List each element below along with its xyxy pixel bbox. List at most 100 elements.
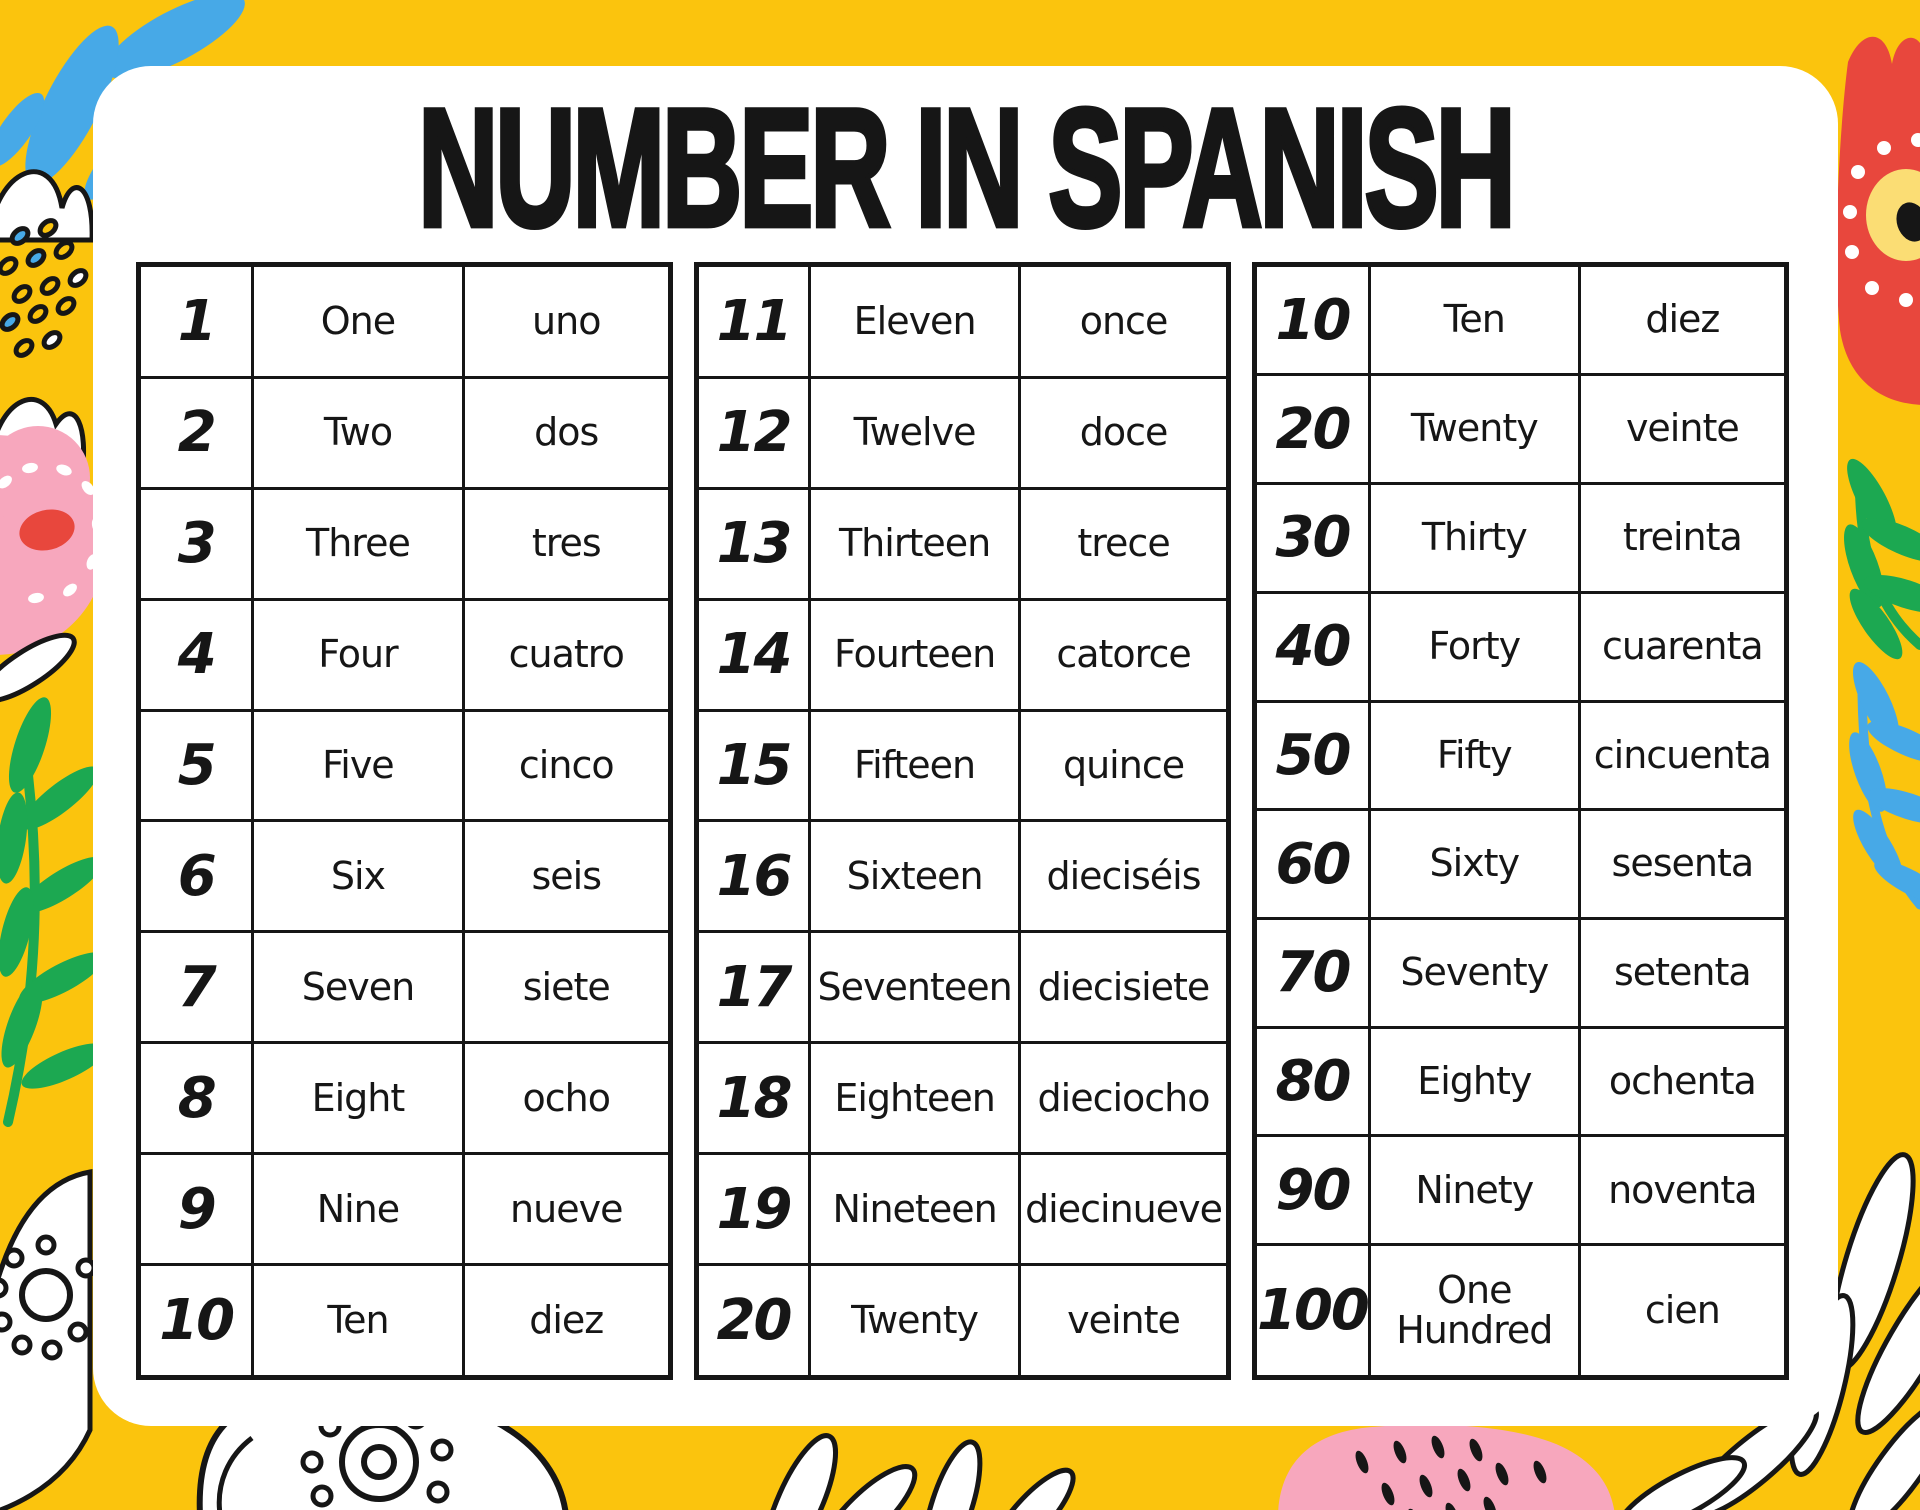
spanish-word-cell: dieciocho	[1018, 1041, 1230, 1156]
spanish-word-cell: sesenta	[1577, 808, 1789, 920]
english-word-cell: One	[251, 263, 465, 379]
table-row: 80 Eighty ochenta	[1253, 1025, 1789, 1138]
table-row: 90 Ninety noventa	[1253, 1134, 1789, 1247]
english-word-cell: Thirty	[1367, 482, 1581, 594]
numeral-cell: 18	[694, 1041, 812, 1156]
green-leaves-bottomleft-icon	[0, 697, 107, 1127]
spanish-word-cell: cuarenta	[1577, 590, 1789, 703]
numeral-cell: 90	[1253, 1134, 1371, 1247]
numeral-cell: 8	[136, 1041, 255, 1156]
english-word-cell: Fourteen	[808, 597, 1022, 712]
table-row: 19 Nineteen diecinueve	[694, 1152, 1230, 1267]
spanish-word-cell: trece	[1018, 486, 1230, 601]
table-row: 15 Fifteen quince	[694, 708, 1230, 823]
numeral-cell: 6	[136, 819, 255, 934]
white-flower-topleft-icon	[0, 169, 95, 243]
numeral-cell: 13	[694, 486, 812, 601]
english-word-cell: Twelve	[808, 375, 1022, 490]
english-word-cell: Fifteen	[808, 708, 1022, 823]
numbers-table-tens: 10 Ten diez 20 Twenty veinte 30 Thirty treinta 40…	[1252, 262, 1789, 1380]
numeral-cell: 12	[694, 375, 812, 490]
english-word-cell: Two	[251, 375, 465, 490]
english-word-cell: Six	[251, 819, 465, 934]
spanish-word-cell: cinco	[461, 708, 672, 823]
numeral-cell: 70	[1253, 917, 1371, 1029]
white-sunflower-left-icon	[0, 1169, 97, 1510]
table-row: 40 Forty cuarenta	[1253, 590, 1789, 703]
table-row: 2 Two dos	[136, 375, 672, 490]
english-word-cell: Five	[251, 708, 465, 823]
numeral-cell: 30	[1253, 482, 1371, 594]
spanish-word-cell: uno	[461, 263, 672, 379]
table-row: 70 Seventy setenta	[1253, 917, 1789, 1029]
numeral-cell: 17	[694, 930, 812, 1045]
english-word-cell: Three	[251, 486, 465, 601]
numeral-cell: 10	[136, 1263, 255, 1379]
numeral-cell: 100	[1253, 1243, 1371, 1379]
table-row: 50 Fifty cincuenta	[1253, 699, 1789, 812]
english-word-cell: Fifty	[1367, 699, 1581, 812]
spanish-word-cell: dieciséis	[1018, 819, 1230, 934]
numeral-cell: 2	[136, 375, 255, 490]
english-word-cell: Sixteen	[808, 819, 1022, 934]
table-row: 20 Twenty veinte	[694, 1263, 1230, 1379]
english-word-cell: Nine	[251, 1152, 465, 1267]
spanish-word-cell: once	[1018, 263, 1230, 379]
spanish-word-cell: ocho	[461, 1041, 672, 1156]
english-word-cell: Twenty	[1367, 373, 1581, 486]
table-row: 8 Eight ocho	[136, 1041, 672, 1156]
spanish-word-cell: treinta	[1577, 482, 1789, 594]
english-word-cell: Seventy	[1367, 917, 1581, 1029]
numeral-cell: 5	[136, 708, 255, 823]
numeral-cell: 19	[694, 1152, 812, 1267]
blue-branch-right-icon	[1849, 661, 1920, 910]
spanish-word-cell: siete	[461, 930, 672, 1045]
spanish-word-cell: cien	[1577, 1243, 1789, 1379]
numeral-cell: 50	[1253, 699, 1371, 812]
seed-dots-topleft-icon	[0, 218, 89, 358]
table-row: 3 Three tres	[136, 486, 672, 601]
table-row: 9 Nine nueve	[136, 1152, 672, 1267]
numeral-cell: 4	[136, 597, 255, 712]
spanish-word-cell: seis	[461, 819, 672, 934]
numbers-table-ones: 1 One uno 2 Two dos 3 Three tres 4 Four cuatro 5 Five…	[136, 262, 673, 1380]
numeral-cell: 20	[1253, 373, 1371, 486]
numeral-cell: 3	[136, 486, 255, 601]
spanish-word-cell: dos	[461, 375, 672, 490]
spanish-word-cell: diecinueve	[1018, 1152, 1230, 1267]
english-word-cell: Ninety	[1367, 1134, 1581, 1247]
table-row: 5 Five cinco	[136, 708, 672, 823]
white-leaves-bottom-icon	[761, 1433, 1076, 1510]
table-row: 14 Fourteen catorce	[694, 597, 1230, 712]
white-leaves-bottomright-icon	[1616, 1152, 1920, 1510]
english-word-cell: Sixty	[1367, 808, 1581, 920]
english-word-cell: Eighty	[1367, 1025, 1581, 1138]
table-row: 17 Seventeen diecisiete	[694, 930, 1230, 1045]
english-word-cell: Twenty	[808, 1263, 1022, 1379]
numbers-table-teens: 11 Eleven once 12 Twelve doce 13 Thirteen trece 1…	[694, 262, 1231, 1380]
english-word-cell: Ten	[1367, 262, 1581, 377]
page-title: NUMBER IN SPANISH	[416, 73, 1517, 262]
table-row: 7 Seven siete	[136, 930, 672, 1045]
numeral-cell: 16	[694, 819, 812, 934]
table-row: 10 Ten diez	[136, 1263, 672, 1379]
english-word-cell: One Hundred	[1367, 1243, 1581, 1379]
table-row: 13 Thirteen trece	[694, 486, 1230, 601]
numeral-cell: 7	[136, 930, 255, 1045]
table-row: 60 Sixty sesenta	[1253, 808, 1789, 920]
english-word-cell: Eleven	[808, 263, 1022, 379]
table-row: 20 Twenty veinte	[1253, 373, 1789, 486]
numeral-cell: 40	[1253, 590, 1371, 703]
red-flower-topright-icon	[1836, 36, 1920, 405]
table-row: 100 One Hundred cien	[1253, 1243, 1789, 1379]
numeral-cell: 80	[1253, 1025, 1371, 1138]
spanish-word-cell: diez	[461, 1263, 672, 1379]
numeral-cell: 11	[694, 263, 812, 379]
spanish-word-cell: diecisiete	[1018, 930, 1230, 1045]
table-row: 11 Eleven once	[694, 263, 1230, 379]
spanish-word-cell: tres	[461, 486, 672, 601]
spanish-word-cell: cuatro	[461, 597, 672, 712]
table-row: 10 Ten diez	[1253, 262, 1789, 377]
numeral-cell: 1	[136, 263, 255, 379]
